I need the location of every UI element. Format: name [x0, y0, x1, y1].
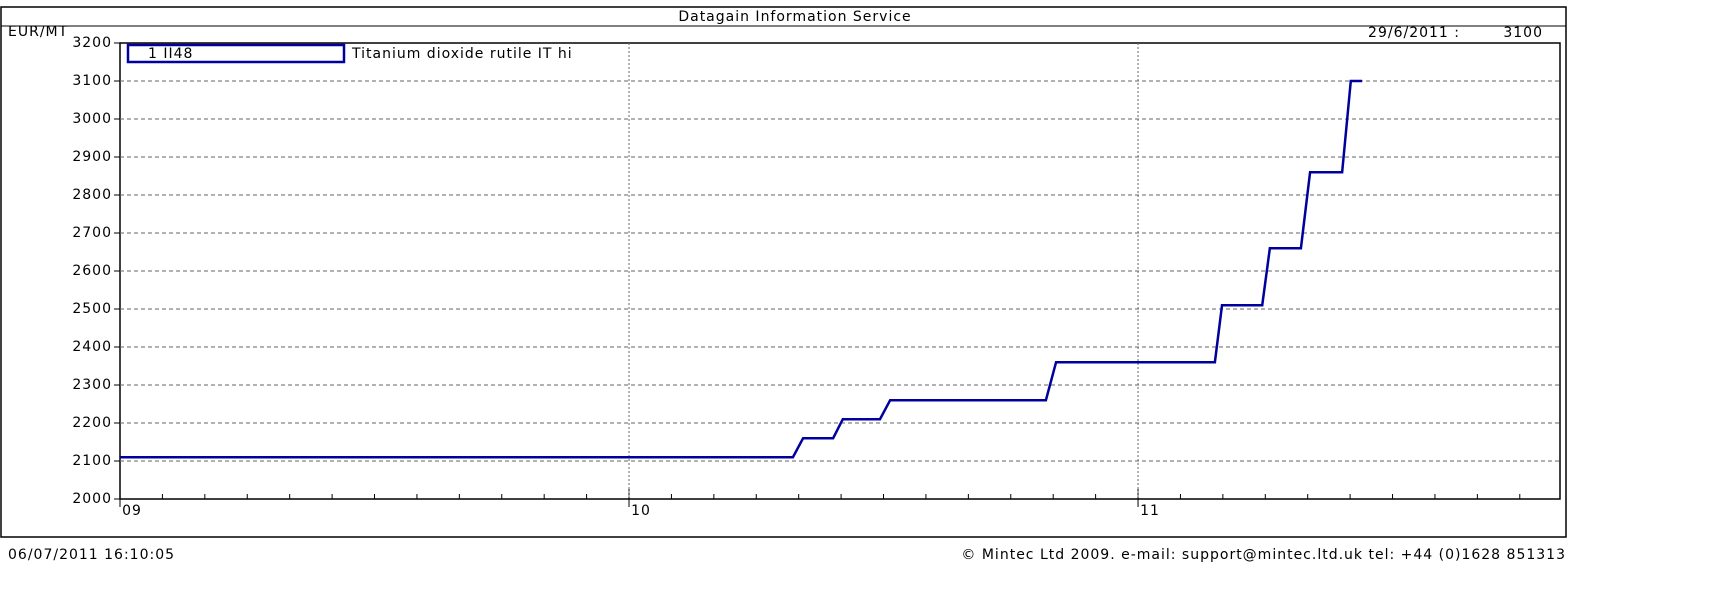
y-tick-label: 3200 [72, 35, 112, 51]
y-tick-label: 2700 [72, 225, 112, 241]
footer-right: © Mintec Ltd 2009. e-mail: support@minte… [961, 547, 1566, 563]
y-axis-label: EUR/MT [8, 24, 68, 40]
plot-frame [119, 42, 1561, 500]
legend-swatch [126, 43, 346, 64]
y-tick-label: 2200 [72, 415, 112, 431]
legend-label: Titanium dioxide rutile IT hi [351, 46, 573, 62]
frame [0, 6, 1567, 538]
last-date: 29/6/2011 : [1368, 25, 1460, 41]
y-tick-label: 2800 [72, 187, 112, 203]
x-tick-label: 10 [631, 503, 651, 519]
footer-left: 06/07/2011 16:10:05 [8, 547, 175, 563]
x-tick-label: 09 [122, 503, 142, 519]
last-value: 3100 [1503, 25, 1543, 41]
y-tick-label: 2500 [72, 301, 112, 317]
y-tick-label: 2000 [72, 491, 112, 507]
y-tick-label: 2400 [72, 339, 112, 355]
y-tick-label: 2300 [72, 377, 112, 393]
series-line [120, 79, 1362, 459]
y-tick-label: 2600 [72, 263, 112, 279]
y-tick-label: 3000 [72, 111, 112, 127]
chart-title: Datagain Information Service [678, 9, 911, 25]
x-tick-label: 11 [1140, 503, 1160, 519]
y-tick-label: 2100 [72, 453, 112, 469]
y-tick-label: 3100 [72, 73, 112, 89]
y-tick-label: 2900 [72, 149, 112, 165]
legend-code: 1 II48 [148, 46, 193, 62]
